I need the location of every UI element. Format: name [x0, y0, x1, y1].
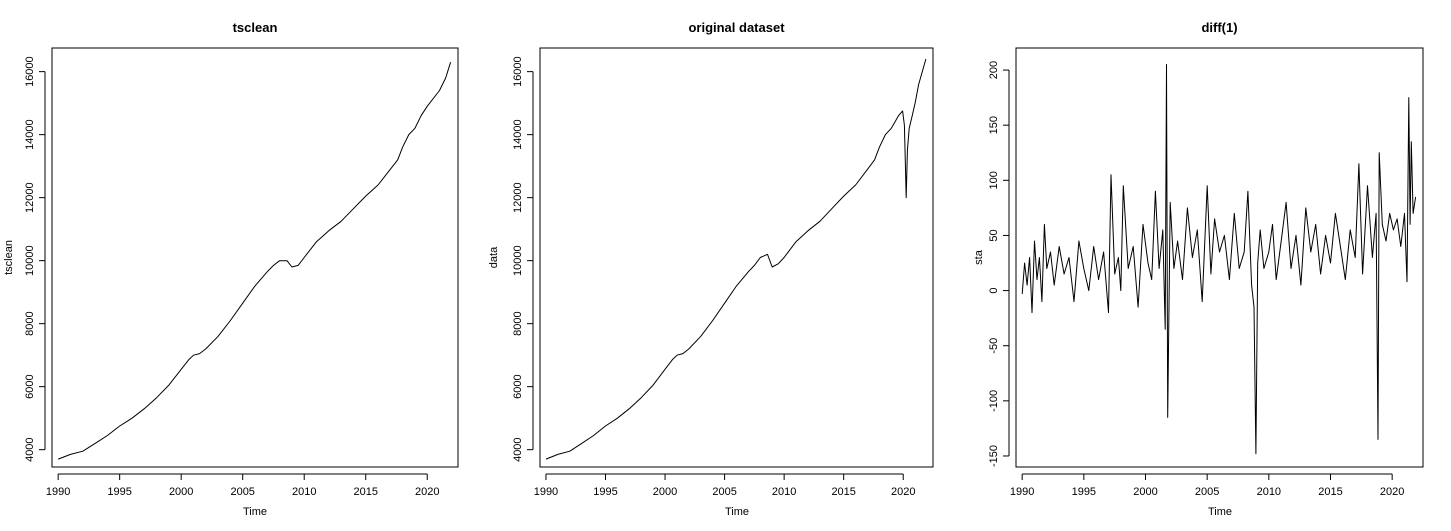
x-tick-label: 2000	[1133, 486, 1157, 498]
x-tick-label: 2020	[1380, 486, 1404, 498]
y-tick-label: 16000	[512, 56, 524, 87]
x-tick-label: 2000	[169, 486, 193, 498]
y-tick-label: 6000	[512, 374, 524, 398]
x-tick-label: 1995	[593, 486, 617, 498]
y-tick-label: 16000	[24, 56, 36, 87]
x-tick-label: 1990	[46, 486, 70, 498]
x-tick-label: 2010	[772, 486, 796, 498]
y-tick-label: 6000	[24, 374, 36, 398]
panel-tsclean: tsclean 1990 1995 2000 2005 2010 2015 2020 Time 4…	[3, 20, 459, 518]
x-tick-label: 2010	[292, 486, 316, 498]
x-tick-label: 2015	[831, 486, 855, 498]
x-tick-label: 2005	[1195, 486, 1219, 498]
plot-frame	[51, 47, 459, 468]
y-tick-label: 10000	[24, 245, 36, 276]
y-tick-label: 150	[988, 116, 1000, 134]
y-tick-label: 0	[988, 288, 1000, 294]
y-tick-label: 14000	[512, 119, 524, 150]
plot-frame	[539, 47, 934, 468]
y-tick-label: 4000	[24, 437, 36, 461]
x-tick-label: 1995	[107, 486, 131, 498]
x-axis-label: Time	[1208, 506, 1232, 518]
y-tick-label: 8000	[24, 311, 36, 335]
y-tick-label: 8000	[512, 311, 524, 335]
x-tick-label: 1995	[1072, 486, 1096, 498]
y-tick-label: 12000	[24, 182, 36, 213]
chart-title: diff(1)	[1201, 20, 1237, 35]
chart-title: original dataset	[688, 20, 785, 35]
x-tick-label: 2015	[1318, 486, 1342, 498]
x-tick-label: 2010	[1257, 486, 1281, 498]
series-line	[58, 62, 452, 460]
y-tick-label: 100	[988, 171, 1000, 189]
panel-diff-1: diff(1)1990 1995 2000 2005 2010 2015 2020Time-…	[973, 20, 1424, 518]
chart-title: tsclean	[233, 20, 278, 35]
series-line	[545, 58, 927, 460]
x-tick-label: 2000	[653, 486, 677, 498]
series-line	[1021, 64, 1417, 455]
y-tick-label: -150	[988, 445, 1000, 467]
x-tick-label: 2020	[415, 486, 439, 498]
y-axis-label: tsclean	[3, 240, 15, 275]
y-tick-label: 12000	[512, 182, 524, 213]
panel-original-dataset: original dataset 1990 1995 2000 2005 2010 2015…	[488, 20, 934, 518]
x-tick-label: 2005	[230, 486, 254, 498]
plot-frame	[1015, 47, 1424, 468]
x-tick-label: 2015	[353, 486, 377, 498]
x-tick-label: 1990	[1010, 486, 1034, 498]
x-tick-label: 1990	[534, 486, 558, 498]
x-tick-label: 2020	[891, 486, 915, 498]
x-axis-label: Time	[243, 506, 267, 518]
y-axis-label: data	[488, 246, 500, 268]
x-tick-label: 2005	[712, 486, 736, 498]
y-tick-label: 50	[988, 229, 1000, 241]
y-tick-label: 4000	[512, 437, 524, 461]
y-tick-label: 10000	[512, 245, 524, 276]
y-tick-label: -50	[988, 338, 1000, 354]
y-tick-label: 14000	[24, 119, 36, 150]
x-axis-label: Time	[725, 506, 749, 518]
y-tick-label: 200	[988, 61, 1000, 79]
y-tick-label: -100	[988, 390, 1000, 412]
y-axis-label: sta	[973, 249, 985, 265]
